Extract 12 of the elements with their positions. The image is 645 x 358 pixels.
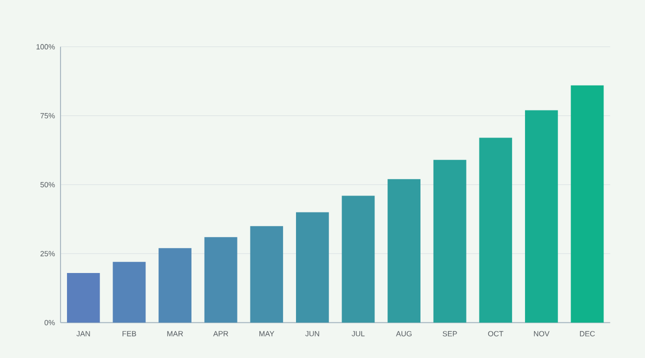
bar [112, 262, 146, 322]
bar [66, 272, 100, 322]
bar [479, 138, 512, 322]
bar [250, 226, 284, 322]
bar [158, 248, 192, 322]
bar [570, 85, 604, 322]
bar [296, 212, 329, 322]
bar [204, 236, 238, 322]
bar [433, 160, 466, 322]
bar [388, 178, 420, 322]
bar [342, 196, 375, 322]
bar [525, 110, 558, 322]
